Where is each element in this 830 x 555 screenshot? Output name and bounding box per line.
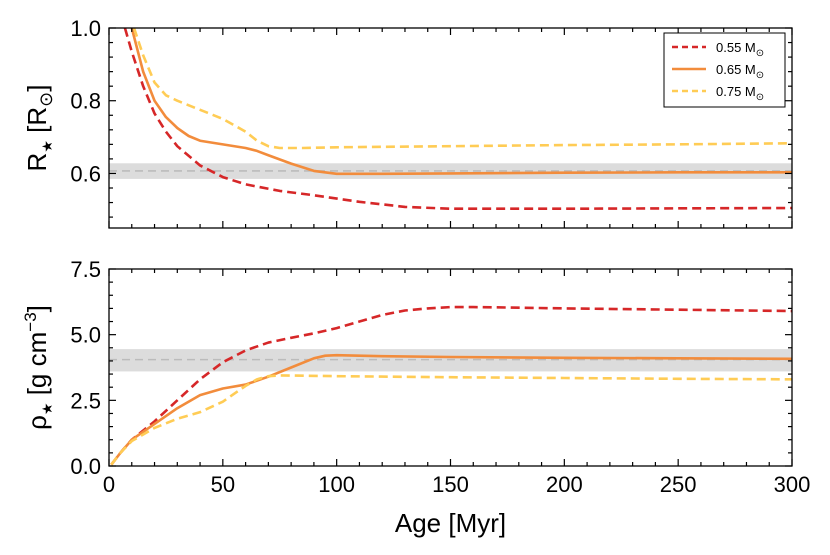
y-axis-label: ρ★ [g cm−3] (21, 305, 55, 430)
y-axis-label-unit-subscript: ⊙ (36, 92, 56, 107)
x-tick-label: 300 (774, 472, 811, 497)
series-line-0-55 (123, 28, 792, 211)
legend-label-text: 0.65 M (716, 62, 756, 77)
legend: 0.55 M⊙0.65 M⊙0.75 M⊙ (663, 32, 786, 108)
series-group (123, 28, 792, 211)
y-tick-label: 0.8 (70, 89, 101, 114)
legend-label-subscript: ⊙ (756, 92, 764, 103)
y-axis-label-close: ] (22, 85, 52, 92)
series-line-0-75 (110, 374, 792, 466)
y-axis-label-symbol: ρ (22, 415, 52, 430)
x-tick-label: 200 (546, 472, 583, 497)
series-line-0-55 (110, 305, 792, 466)
panel-bottom-density: 0 50 100 150 200 250 300 0.0 2.5 5.0 7.5 ρ★ [g cm−3… (21, 257, 810, 538)
y-axis-label-subscript: ★ (39, 140, 55, 153)
legend-label: 0.75 M⊙ (716, 84, 764, 103)
y-axis-label-subscript: ★ (39, 403, 55, 416)
series-line-0-65 (110, 353, 792, 466)
legend-label-text: 0.55 M (716, 40, 756, 55)
x-tick-label: 0 (103, 472, 115, 497)
x-tick-label: 150 (432, 472, 469, 497)
x-tick-label: 250 (660, 472, 697, 497)
legend-label-subscript: ⊙ (756, 70, 764, 81)
series-line-0-75 (132, 28, 792, 150)
y-axis-label-unit-superscript: −3 (21, 312, 40, 331)
y-tick-label: 0.0 (70, 454, 101, 479)
legend-label: 0.55 M⊙ (716, 40, 764, 59)
series-group (110, 305, 792, 466)
legend-label-text: 0.75 M (716, 84, 756, 99)
y-tick-label: 2.5 (70, 388, 101, 413)
y-axis-label-symbol: R (22, 153, 52, 172)
y-axis-label-unit: [g cm (22, 332, 52, 403)
y-axis-label-unit: [R (22, 107, 52, 140)
y-tick-label: 0.6 (70, 161, 101, 186)
y-axis-label-close: ] (22, 305, 52, 312)
x-axis-label: Age [Myr] (395, 508, 506, 538)
y-tick-label: 7.5 (70, 257, 101, 282)
x-tick-label: 100 (318, 472, 355, 497)
y-tick-label: 1.0 (70, 16, 101, 41)
legend-label: 0.65 M⊙ (716, 62, 764, 81)
y-tick-label: 5.0 (70, 323, 101, 348)
panel-top-radius: 0.60.81.0R★ [R⊙]0.55 M⊙0.65 M⊙0.75 M⊙ (22, 16, 793, 229)
series-line-0-65 (130, 28, 792, 176)
y-axis-label: R★ [R⊙] (22, 85, 56, 172)
legend-label-subscript: ⊙ (756, 48, 764, 59)
x-tick-label: 50 (211, 472, 235, 497)
